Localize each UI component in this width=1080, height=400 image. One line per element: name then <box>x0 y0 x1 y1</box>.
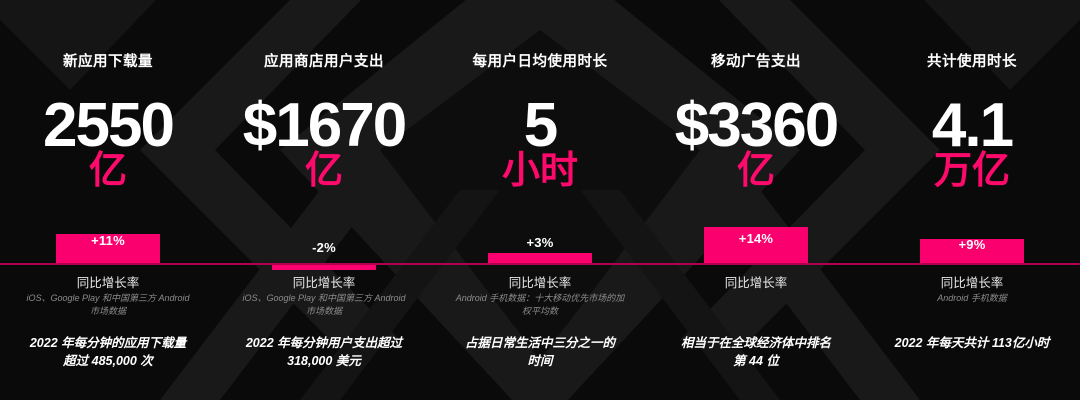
source-footnote: iOS、Google Play 和中国第三方 Android 市场数据 <box>26 293 190 317</box>
growth-bar-chart: -2% <box>216 216 432 274</box>
metric-statement: 2022 年每分钟用户支出超过 318,000 美元 <box>245 336 403 369</box>
growth-bar-chart: +3% <box>432 216 648 274</box>
column-header: 每用户日均使用时长 <box>472 54 608 70</box>
metric-unit: 亿 <box>304 150 343 192</box>
metric-unit: 万亿 <box>933 150 1010 192</box>
metric-column-total-time-spent: 共计使用时长 4.1 万亿 +9% 同比增长率 Android 手机数据 202… <box>864 0 1080 400</box>
bar-wrapper: +9% <box>920 216 1024 274</box>
column-header: 移动广告支出 <box>711 54 801 70</box>
metric-unit: 亿 <box>88 150 127 192</box>
bar-wrapper: -2% <box>272 216 376 274</box>
bar-wrapper: +11% <box>56 216 160 274</box>
metric-statement: 2022 年每分钟的应用下载量超过 485,000 次 <box>29 336 187 369</box>
growth-rate-label: 同比增长率 <box>292 276 356 290</box>
bar-wrapper: +14% <box>704 216 808 274</box>
metric-value: $1670 <box>242 91 407 160</box>
growth-bar <box>56 234 160 263</box>
growth-bar-label: +11% <box>91 233 125 248</box>
metric-value: 2550 <box>43 91 175 160</box>
growth-bar <box>920 239 1024 263</box>
metric-column-mobile-ad-spend: 移动广告支出 $3360 亿 +14% 同比增长率 相当于在全球经济体中排名第 … <box>648 0 864 400</box>
growth-bar-label: +14% <box>738 231 774 246</box>
metric-statement: 占据日常生活中三分之一的时间 <box>464 336 615 369</box>
growth-bar-label: +3% <box>526 235 554 250</box>
metric-value: 5 <box>523 91 558 160</box>
metric-value: $3360 <box>674 91 839 160</box>
metric-unit: 亿 <box>736 150 775 192</box>
chart-axis-baseline <box>0 263 1080 265</box>
source-footnote: Android 手机数据 <box>937 293 1007 303</box>
growth-bar-chart: +9% <box>864 216 1080 274</box>
growth-bar-chart: +14% <box>648 216 864 274</box>
growth-bar <box>488 253 592 263</box>
metric-statement: 相当于在全球经济体中排名第 44 位 <box>680 336 831 369</box>
column-header: 共计使用时长 <box>927 54 1017 70</box>
column-header: 新应用下载量 <box>63 54 153 70</box>
metric-column-new-app-downloads: 新应用下载量 2550 亿 +11% 同比增长率 iOS、Google Play… <box>0 0 216 400</box>
growth-bar-label: +9% <box>958 237 986 252</box>
column-header: 应用商店用户支出 <box>264 54 384 70</box>
metric-unit: 小时 <box>501 150 578 192</box>
bar-wrapper: +3% <box>488 216 592 274</box>
metric-statement: 2022 年每天共计 113亿小时 <box>894 336 1050 350</box>
growth-bar-chart: +11% <box>0 216 216 274</box>
source-footnote: iOS、Google Play 和中国第三方 Android 市场数据 <box>242 293 406 317</box>
growth-bar <box>272 263 376 270</box>
growth-bar <box>704 227 808 263</box>
metric-value: 4.1 <box>931 91 1014 160</box>
metric-column-daily-time-per-user: 每用户日均使用时长 5 小时 +3% 同比增长率 Android 手机数据：十大… <box>432 0 648 400</box>
metric-column-app-store-spend: 应用商店用户支出 $1670 亿 -2% 同比增长率 iOS、Google Pl… <box>216 0 432 400</box>
growth-rate-label: 同比增长率 <box>940 276 1004 290</box>
growth-rate-label: 同比增长率 <box>724 276 788 290</box>
growth-rate-label: 同比增长率 <box>508 276 572 290</box>
growth-bar-label: -2% <box>312 240 336 255</box>
source-footnote: Android 手机数据：十大移动优先市场的加权平均数 <box>455 293 625 317</box>
growth-rate-label: 同比增长率 <box>76 276 140 290</box>
